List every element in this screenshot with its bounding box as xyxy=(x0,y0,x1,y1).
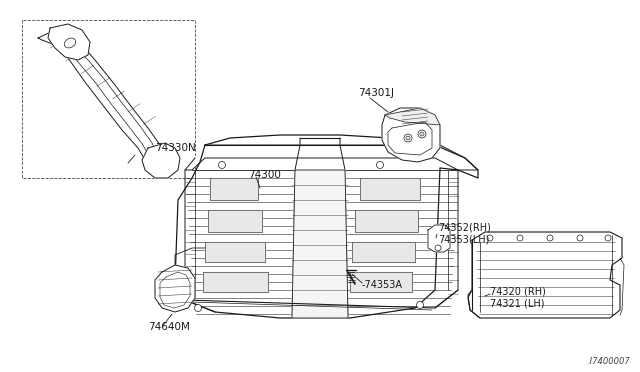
Polygon shape xyxy=(208,210,262,232)
Polygon shape xyxy=(203,272,268,292)
Text: 74352(RH): 74352(RH) xyxy=(438,223,491,233)
Polygon shape xyxy=(350,272,412,292)
Circle shape xyxy=(417,301,424,308)
Text: .I7400007: .I7400007 xyxy=(588,357,630,366)
Circle shape xyxy=(406,136,410,140)
Text: 74640M: 74640M xyxy=(148,322,190,332)
Circle shape xyxy=(418,130,426,138)
Polygon shape xyxy=(382,108,440,162)
Circle shape xyxy=(376,161,383,169)
Polygon shape xyxy=(205,242,265,262)
Polygon shape xyxy=(468,232,622,318)
Circle shape xyxy=(420,132,424,136)
Polygon shape xyxy=(38,30,165,165)
Polygon shape xyxy=(155,265,195,312)
Polygon shape xyxy=(48,24,90,60)
Text: 74321 (LH): 74321 (LH) xyxy=(490,299,545,309)
Polygon shape xyxy=(175,135,478,318)
Polygon shape xyxy=(385,108,440,125)
Circle shape xyxy=(195,305,202,311)
Circle shape xyxy=(404,134,412,142)
Circle shape xyxy=(218,161,225,169)
Text: 74300: 74300 xyxy=(248,170,281,180)
Text: 74320 (RH): 74320 (RH) xyxy=(490,287,546,297)
Polygon shape xyxy=(428,225,450,252)
Polygon shape xyxy=(352,242,415,262)
Polygon shape xyxy=(210,178,258,200)
Text: 74353(LH): 74353(LH) xyxy=(438,235,490,245)
Polygon shape xyxy=(360,178,420,200)
Text: -74353A: -74353A xyxy=(362,280,403,290)
Polygon shape xyxy=(292,170,348,318)
Text: 74301J: 74301J xyxy=(358,88,394,98)
Polygon shape xyxy=(355,210,418,232)
Text: 74330N: 74330N xyxy=(155,143,196,153)
Polygon shape xyxy=(142,143,180,178)
Polygon shape xyxy=(185,145,478,170)
